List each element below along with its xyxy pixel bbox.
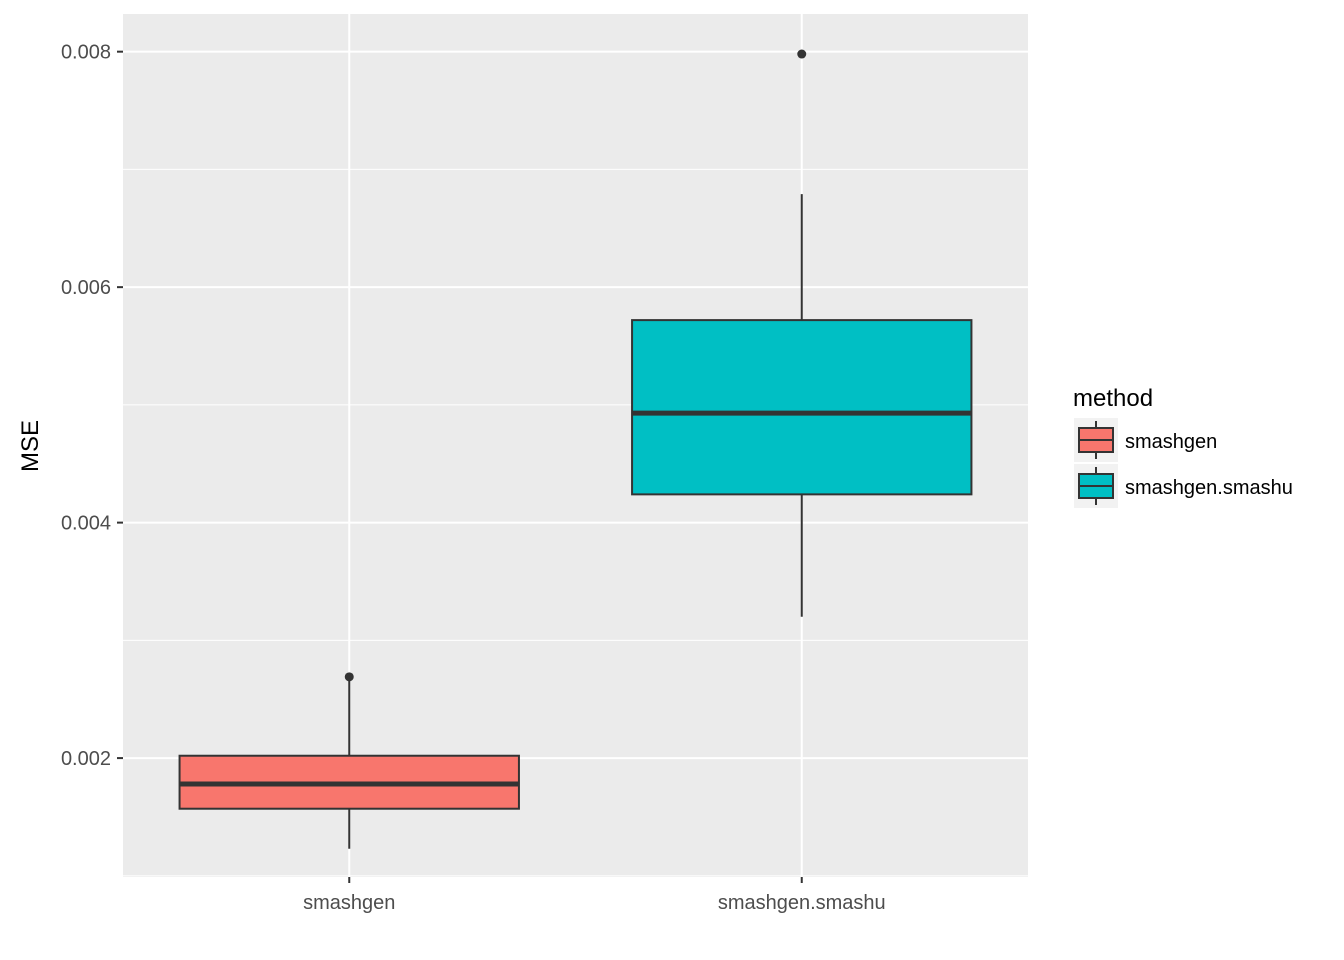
outlier-point — [344, 672, 354, 682]
y-tick-label: 0.002 — [61, 748, 111, 770]
legend: method smashgen smashgen.smashu — [1073, 385, 1293, 508]
box-iqr — [631, 319, 973, 496]
box-smashgen — [178, 672, 520, 849]
legend-title: method — [1073, 385, 1153, 412]
boxes-layer — [178, 49, 973, 849]
legend-item: smashgen.smashu — [1074, 464, 1293, 508]
y-tick-label: 0.006 — [61, 277, 111, 299]
legend-entries: smashgen smashgen.smashu — [1074, 418, 1293, 508]
legend-label: smashgen.smashu — [1125, 477, 1293, 499]
box-smashgen-smashu — [631, 49, 973, 617]
y-axis: 0.002 0.004 0.006 0.008 — [61, 42, 123, 770]
y-tick-label: 0.004 — [61, 513, 111, 535]
x-axis: smashgen smashgen.smashu — [303, 877, 886, 914]
legend-item: smashgen — [1074, 418, 1217, 462]
y-axis-title: MSE — [17, 420, 44, 472]
x-tick-label: smashgen.smashu — [718, 892, 886, 914]
y-tick-label: 0.008 — [61, 42, 111, 64]
outlier-point — [797, 49, 807, 59]
x-tick-label: smashgen — [303, 892, 395, 914]
legend-label: smashgen — [1125, 431, 1217, 453]
